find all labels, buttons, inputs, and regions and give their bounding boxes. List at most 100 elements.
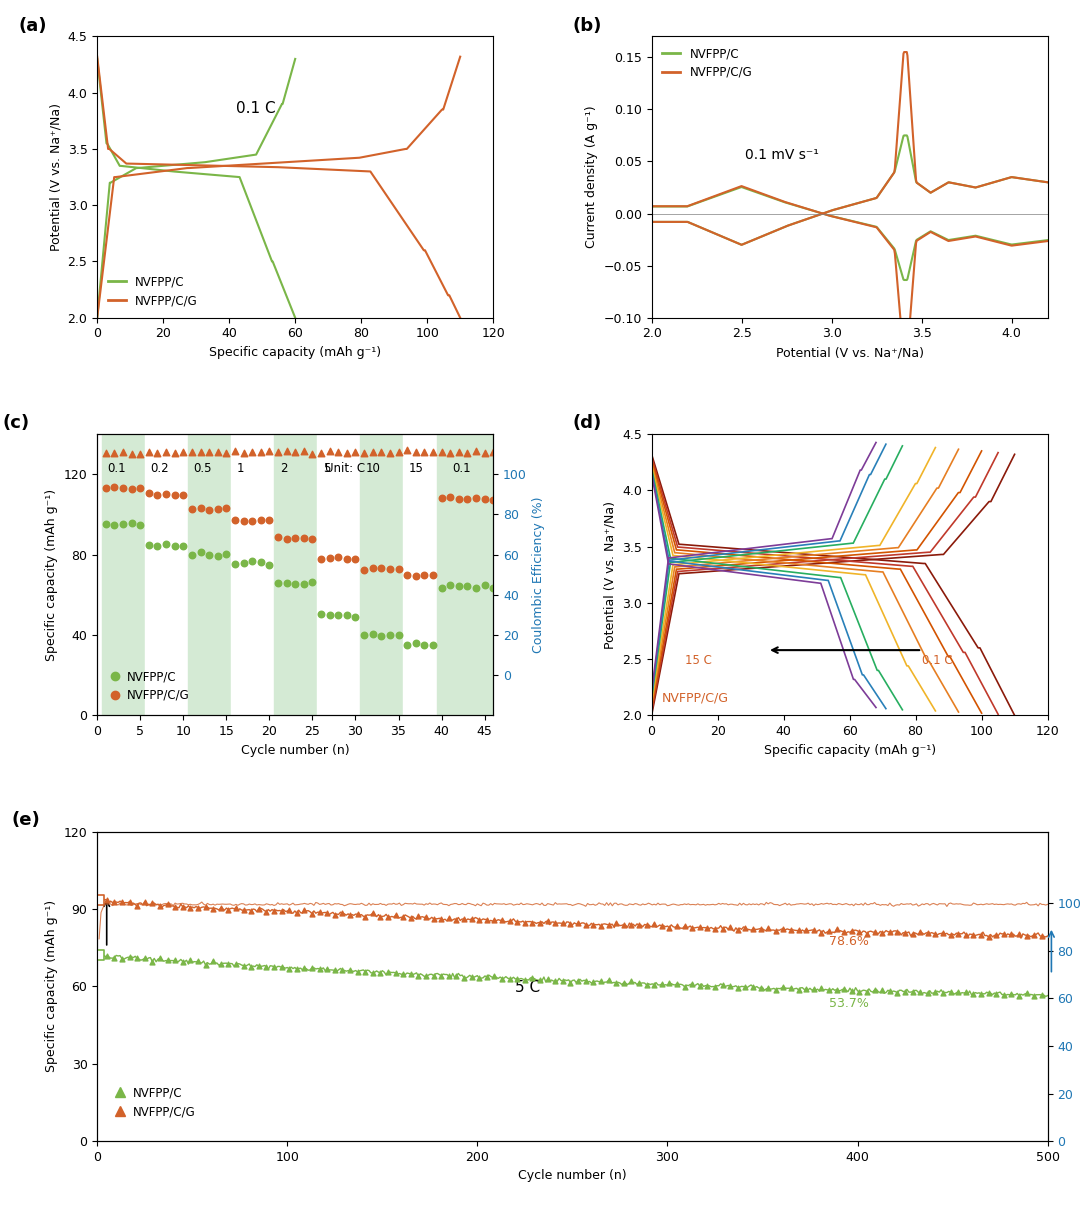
Point [129, 897, 146, 917]
Point [494, 910, 511, 930]
Point [980, 927, 997, 947]
Point [407, 443, 424, 463]
Point [303, 529, 321, 549]
Point [501, 969, 518, 988]
Text: 0.1 C: 0.1 C [922, 653, 953, 666]
Point [311, 959, 328, 978]
Point [797, 920, 814, 940]
Point [204, 898, 221, 918]
Point [355, 560, 373, 579]
Point [881, 982, 899, 1002]
Point [1003, 925, 1021, 944]
Point [296, 901, 313, 920]
Point [347, 607, 364, 626]
Point [416, 635, 433, 654]
Point [476, 443, 494, 463]
Point [539, 970, 556, 989]
Point [859, 982, 876, 1002]
Legend: NVFPP/C, NVFPP/C/G: NVFPP/C, NVFPP/C/G [103, 271, 202, 312]
Point [459, 443, 476, 463]
Point [524, 913, 541, 932]
Point [175, 486, 192, 505]
Point [91, 946, 108, 965]
X-axis label: Cycle number (n): Cycle number (n) [518, 1169, 626, 1182]
Point [927, 924, 944, 943]
Point [140, 535, 158, 555]
Point [881, 923, 899, 942]
Point [584, 972, 602, 992]
Point [896, 982, 914, 1002]
Point [616, 915, 633, 935]
Point [554, 971, 571, 991]
Point [295, 441, 312, 460]
Point [227, 442, 244, 461]
Point [192, 543, 210, 562]
Point [394, 908, 411, 927]
Point [442, 443, 459, 463]
Point [286, 574, 303, 594]
Point [691, 976, 708, 995]
Point [699, 976, 716, 995]
Point [219, 954, 237, 974]
Point [286, 528, 303, 548]
Point [319, 903, 336, 923]
Point [426, 909, 443, 929]
Point [607, 974, 624, 993]
Point [889, 983, 906, 1003]
Point [476, 489, 494, 509]
Point [201, 443, 218, 463]
Point [661, 974, 678, 993]
Point [158, 442, 175, 461]
Point [450, 489, 468, 509]
Point [987, 985, 1004, 1004]
Point [97, 515, 114, 534]
Point [433, 579, 450, 599]
Point [364, 558, 381, 578]
Point [494, 969, 511, 988]
Point [321, 605, 338, 624]
Point [459, 489, 476, 509]
Bar [437, 435, 498, 715]
Point [212, 898, 229, 918]
Bar [360, 435, 403, 715]
Text: 15: 15 [409, 463, 423, 475]
Point [1026, 925, 1043, 944]
Point [987, 925, 1004, 944]
Point [356, 961, 374, 981]
Point [471, 910, 488, 930]
Point [433, 909, 450, 929]
Point [996, 985, 1013, 1004]
Point [721, 977, 739, 997]
X-axis label: Potential (V vs. Na⁺/Na): Potential (V vs. Na⁺/Na) [775, 346, 923, 359]
Point [106, 443, 123, 463]
Point [166, 897, 184, 917]
Point [260, 510, 278, 529]
Point [235, 554, 253, 573]
Point [957, 925, 974, 944]
Bar [188, 435, 231, 715]
Point [356, 907, 374, 926]
Point [258, 902, 275, 921]
Point [372, 963, 389, 982]
Point [355, 443, 373, 463]
Point [151, 896, 168, 915]
Point [450, 577, 468, 596]
Point [1011, 925, 1028, 944]
Point [149, 484, 166, 504]
Point [592, 971, 609, 991]
Point [132, 515, 149, 534]
Point [896, 924, 914, 943]
Point [949, 982, 967, 1002]
Text: 0.2: 0.2 [150, 463, 170, 475]
Point [691, 918, 708, 937]
Point [174, 897, 191, 917]
Point [744, 920, 761, 940]
Point [235, 443, 253, 463]
Point [797, 980, 814, 999]
Point [381, 558, 399, 578]
Point [355, 625, 373, 645]
Point [252, 510, 269, 529]
Point [607, 913, 624, 932]
Point [192, 499, 210, 518]
Point [260, 442, 278, 461]
